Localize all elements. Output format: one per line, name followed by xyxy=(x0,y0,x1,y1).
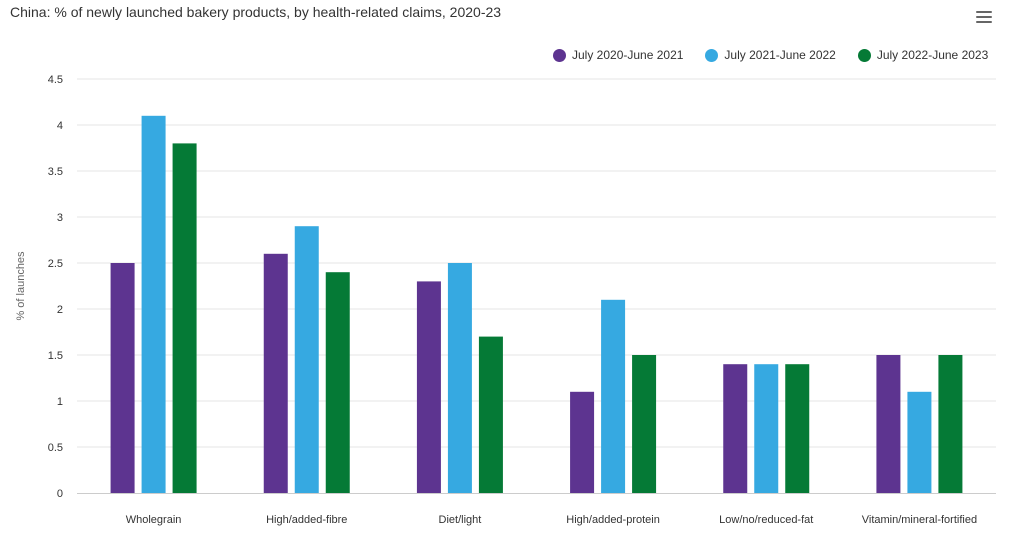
x-tick-label: Vitamin/mineral-fortified xyxy=(862,514,977,526)
y-tick-label: 4.5 xyxy=(48,74,63,86)
menu-line xyxy=(976,15,992,18)
bar[interactable] xyxy=(785,364,810,493)
bar[interactable] xyxy=(938,355,963,493)
y-tick-label: 2.5 xyxy=(48,258,63,270)
legend-swatch-icon xyxy=(553,48,566,62)
chart-legend: July 2020-June 2021 July 2021-June 2022 … xyxy=(553,45,988,65)
x-tick-label: High/added-protein xyxy=(566,514,660,526)
bar[interactable] xyxy=(601,299,626,493)
menu-line xyxy=(976,20,992,23)
bar[interactable] xyxy=(632,355,657,493)
y-tick-label: 0.5 xyxy=(48,442,63,454)
legend-item-series-2[interactable]: July 2021-June 2022 xyxy=(705,48,836,62)
bar[interactable] xyxy=(907,391,932,493)
y-axis-title: % of launches xyxy=(15,251,27,321)
legend-label: July 2020-June 2021 xyxy=(572,48,684,62)
legend-item-series-1[interactable]: July 2020-June 2021 xyxy=(553,48,683,62)
legend-swatch-icon xyxy=(705,48,719,62)
bars xyxy=(110,115,963,494)
bar[interactable] xyxy=(141,115,166,494)
y-tick-label: 1.5 xyxy=(48,350,63,362)
bar[interactable] xyxy=(416,281,441,493)
bar[interactable] xyxy=(110,263,135,493)
y-tick-label: 4 xyxy=(57,120,63,132)
bar[interactable] xyxy=(294,226,319,493)
y-tick-label: 1 xyxy=(57,396,63,408)
bar[interactable] xyxy=(723,364,748,493)
legend-label: July 2021-June 2022 xyxy=(724,48,836,62)
y-axis-tick-labels: 0 0.5 1 1.5 2 2.5 3 3.5 4 4.5 xyxy=(48,74,63,500)
y-tick-label: 2 xyxy=(57,304,63,316)
x-tick-label: Low/no/reduced-fat xyxy=(719,514,813,526)
hamburger-menu-icon[interactable] xyxy=(972,8,996,28)
bar[interactable] xyxy=(172,143,197,493)
grid-lines xyxy=(77,78,996,448)
x-tick-label: Diet/light xyxy=(439,514,482,526)
bar[interactable] xyxy=(263,253,288,493)
x-tick-label: High/added-fibre xyxy=(266,514,347,526)
y-tick-label: 0 xyxy=(57,488,63,500)
bar[interactable] xyxy=(325,272,350,493)
menu-line xyxy=(976,10,992,13)
bar[interactable] xyxy=(754,364,779,493)
x-tick-label: Wholegrain xyxy=(126,514,182,526)
legend-label: July 2022-June 2023 xyxy=(876,48,989,62)
bar[interactable] xyxy=(447,263,472,493)
legend-item-series-3[interactable]: July 2022-June 2023 xyxy=(857,48,989,62)
bar[interactable] xyxy=(478,336,503,493)
legend-swatch-icon xyxy=(857,48,871,62)
bar[interactable] xyxy=(876,355,901,493)
y-tick-label: 3.5 xyxy=(48,166,63,178)
x-axis-tick-labels: Wholegrain High/added-fibre Diet/light High… xyxy=(126,514,977,526)
chart-title: China: % of newly launched bakery produc… xyxy=(10,4,502,20)
y-tick-label: 3 xyxy=(57,212,63,224)
bar[interactable] xyxy=(570,391,595,493)
